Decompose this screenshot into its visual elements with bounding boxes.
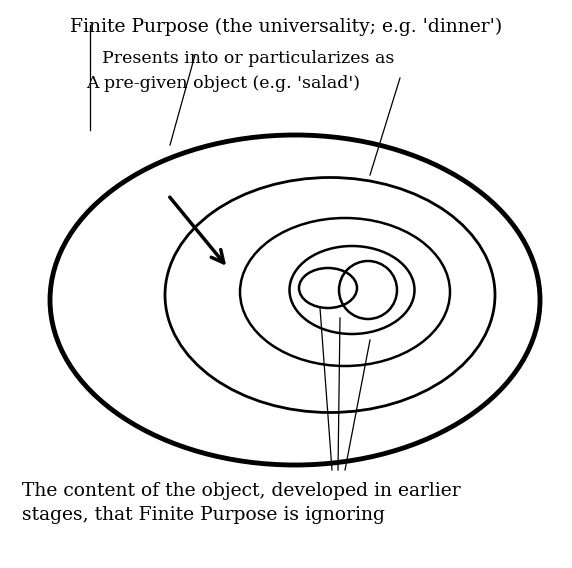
Text: The content of the object, developed in earlier
stages, that Finite Purpose is i: The content of the object, developed in … <box>22 482 460 524</box>
Text: A pre-given object (e.g. 'salad'): A pre-given object (e.g. 'salad') <box>86 75 360 92</box>
Text: Presents into or particularizes as: Presents into or particularizes as <box>102 50 394 67</box>
Text: Finite Purpose (the universality; e.g. 'dinner'): Finite Purpose (the universality; e.g. '… <box>70 18 502 36</box>
